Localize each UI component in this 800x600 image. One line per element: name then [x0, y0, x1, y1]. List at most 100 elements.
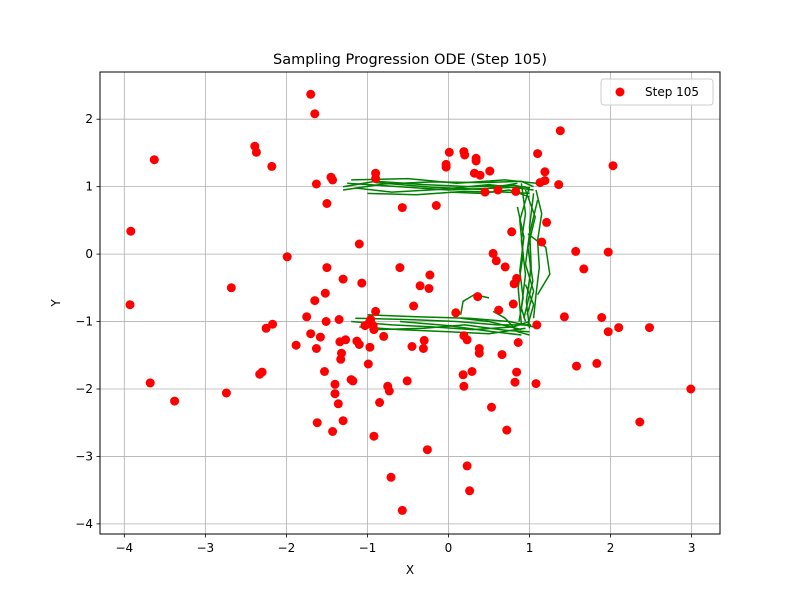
trajectory-line: [517, 186, 531, 325]
scatter-point: [485, 166, 495, 176]
scatter-point: [221, 388, 231, 398]
scatter-point: [384, 386, 394, 396]
scatter-point: [336, 354, 346, 364]
scatter-point: [354, 340, 364, 349]
scatter-point: [592, 358, 602, 368]
scatter-point: [431, 201, 441, 210]
scatter-point: [418, 344, 428, 353]
scatter-point: [571, 246, 581, 256]
scatter-point: [375, 398, 385, 407]
scatter-point: [348, 376, 358, 386]
trajectory-line: [342, 180, 530, 189]
scatter-point: [475, 170, 485, 180]
y-tick-label: −2: [75, 382, 93, 396]
scatter-points: [125, 89, 696, 515]
scatter-point: [460, 150, 470, 160]
scatter-point: [422, 445, 432, 455]
trajectory-line: [492, 310, 530, 336]
x-tick-label: 2: [607, 541, 615, 555]
scatter-point: [255, 369, 265, 379]
scatter-point: [371, 306, 381, 316]
scatter-point: [500, 262, 510, 272]
x-tick-label: 3: [688, 541, 696, 555]
trajectory-line: [520, 183, 527, 322]
scatter-point: [497, 350, 507, 360]
scatter-point: [425, 270, 435, 280]
scatter-point: [572, 361, 581, 371]
scatter-point: [535, 178, 545, 188]
trajectory-line: [347, 182, 526, 191]
scatter-point: [369, 431, 379, 441]
scatter-point: [371, 174, 381, 184]
scatter-point: [419, 335, 429, 345]
scatter-point: [268, 319, 278, 329]
scatter-point: [321, 317, 331, 326]
scatter-point: [251, 147, 261, 157]
scatter-point: [603, 327, 613, 337]
trajectory-line: [351, 177, 537, 185]
scatter-point: [311, 179, 321, 189]
y-tick-label: 1: [85, 180, 93, 194]
scatter-point: [354, 239, 364, 249]
scatter-point: [328, 175, 338, 185]
plot-area-frame: [99, 71, 721, 535]
scatter-point: [493, 185, 503, 195]
scatter-point: [462, 461, 472, 471]
scatter-point: [310, 109, 320, 119]
scatter-point: [322, 263, 332, 273]
scatter-point: [386, 472, 396, 482]
trajectory-line: [460, 317, 522, 331]
scatter-point: [261, 323, 271, 333]
x-tick-label: 1: [526, 541, 534, 555]
scatter-point: [508, 299, 518, 309]
scatter-point: [474, 344, 484, 353]
legend-marker-step-105: [615, 87, 625, 97]
scatter-point: [322, 199, 332, 208]
axis-ticks: −4 −3 −2 −1 0 1 2 3 −4 −3 −2 −1 0 1 2: [75, 112, 695, 555]
scatter-point: [542, 217, 552, 227]
scatter-point: [330, 389, 340, 399]
scatter-point: [291, 340, 301, 350]
scatter-point: [635, 417, 645, 427]
scatter-point: [333, 399, 343, 409]
scatter-point: [465, 486, 475, 496]
scatter-point: [338, 416, 348, 426]
scatter-point: [320, 288, 330, 298]
chart-title: Sampling Progression ODE (Step 105): [273, 52, 547, 68]
scatter-point: [579, 264, 589, 274]
scatter-point: [471, 156, 481, 166]
y-tick-label: −1: [75, 315, 93, 329]
scatter-point: [513, 338, 523, 347]
scatter-point: [507, 227, 517, 237]
scatter-point: [459, 381, 469, 391]
x-tick-label: −2: [278, 541, 296, 555]
scatter-point: [502, 425, 512, 435]
x-axis-label: X: [406, 563, 414, 577]
scatter-point: [379, 331, 389, 341]
y-tick-label: −4: [75, 517, 93, 531]
scatter-point: [512, 273, 522, 283]
y-tick-label: 0: [85, 247, 93, 261]
scatter-point: [494, 305, 504, 315]
scatter-point: [488, 248, 498, 258]
trajectory-line: [351, 320, 530, 331]
scatter-point: [369, 325, 379, 335]
legend-box: [600, 78, 714, 106]
scatter-point: [357, 278, 367, 288]
trajectory-line: [375, 324, 530, 333]
scatter-point: [559, 312, 569, 322]
scatter-point: [554, 180, 564, 190]
scatter-point: [302, 312, 312, 322]
y-tick-label: −3: [75, 449, 93, 463]
trajectory-line: [355, 183, 534, 193]
scatter-point: [226, 283, 236, 293]
x-tick-label: −3: [197, 541, 215, 555]
scatter-point: [320, 367, 329, 376]
scatter-point: [409, 301, 419, 311]
scatter-point: [397, 203, 407, 213]
scatter-point: [441, 162, 451, 172]
scatter-point: [282, 252, 292, 262]
scatter-point: [363, 359, 373, 369]
x-tick-label: −4: [115, 541, 133, 555]
